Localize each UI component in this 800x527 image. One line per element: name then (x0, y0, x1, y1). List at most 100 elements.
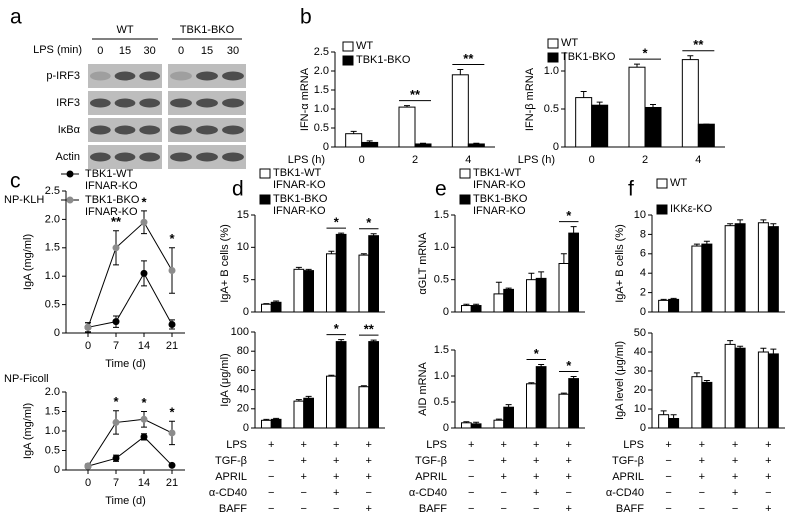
condition-sign: − (501, 487, 507, 499)
bar (358, 386, 370, 429)
condition-sign: − (699, 487, 705, 499)
condition-sign: + (301, 439, 307, 451)
marker (112, 418, 120, 426)
group-label: WT (116, 24, 133, 36)
significance: * (169, 231, 175, 246)
error-bar (495, 281, 502, 294)
marker (168, 461, 176, 469)
bar (757, 351, 769, 429)
bar (628, 66, 646, 148)
marker (140, 415, 148, 423)
error-bar (370, 233, 377, 236)
error-bar (580, 91, 587, 98)
marker (140, 218, 148, 226)
error-bar (693, 243, 700, 247)
error-bar (457, 68, 464, 75)
condition-sign: + (566, 503, 572, 515)
bar (658, 414, 670, 429)
error-bar (596, 101, 603, 106)
error-bar (505, 287, 512, 290)
error-bar (703, 380, 710, 383)
condition-label: BAFF (219, 503, 247, 515)
bar (558, 263, 570, 313)
condition-label: BAFF (419, 503, 447, 515)
significance: * (566, 358, 572, 373)
condition-sign: − (333, 503, 339, 515)
bar (591, 104, 609, 148)
band-label: IRF3 (56, 97, 80, 109)
band-label: IκBα (58, 124, 81, 136)
y-axis-label: αGLT mRNA (417, 232, 429, 295)
bar (293, 268, 305, 313)
legend-swatch (656, 178, 668, 189)
panel-label: e (435, 178, 447, 201)
legend-label: TBK1-WT IFNAR-KO (473, 167, 526, 191)
series-line (87, 221, 173, 328)
bar (701, 381, 713, 429)
legend-label: IKKε-KO (670, 203, 713, 215)
lane-label: 30 (227, 45, 239, 57)
blot-band (114, 71, 136, 81)
error-bar (693, 372, 700, 377)
blot-band (170, 71, 192, 81)
condition-sign: − (699, 503, 705, 515)
y-tick-label: 1.0 (434, 370, 449, 382)
y-tick-label: 1.5 (45, 405, 60, 417)
bar (261, 419, 272, 429)
marker (140, 269, 148, 277)
lane-label: 15 (201, 45, 213, 57)
y-tick-label: 0 (243, 422, 249, 434)
blot-band (222, 98, 244, 108)
bar (414, 143, 432, 148)
y-tick-label: 50 (634, 327, 646, 339)
condition-label: TGF-β (215, 455, 247, 467)
condition-label: APRIL (415, 471, 447, 483)
legend-label: WT (356, 40, 374, 52)
legend-label: TBK1-BKO IFNAR-KO (273, 193, 328, 217)
x-tick-label: 0 (85, 477, 91, 489)
marker (112, 244, 120, 252)
blot-band (222, 125, 244, 135)
y-tick-label: 0.5 (45, 444, 60, 456)
y-tick-label: 20 (237, 403, 249, 415)
bar (303, 397, 314, 429)
y-tick-label: 6 (640, 248, 646, 260)
error-bar (670, 414, 677, 419)
error-bar (263, 303, 270, 305)
condition-sign: − (533, 503, 539, 515)
condition-sign: + (732, 471, 738, 483)
error-bar (687, 55, 694, 60)
error-bar (328, 374, 335, 377)
significance: * (534, 346, 540, 361)
bar (526, 279, 537, 313)
legend-swatch (656, 204, 668, 215)
legend-label-box: TBK1-WT IFNAR-KO (473, 167, 526, 191)
y-tick-label: 0.5 (314, 122, 329, 134)
y-tick-label: 2.0 (314, 65, 329, 77)
bar (326, 253, 337, 313)
legend-swatch (259, 168, 271, 179)
error-bar (420, 142, 426, 144)
y-tick-label: 0 (553, 141, 559, 153)
condition-sign: + (366, 471, 372, 483)
y-tick-label: 80 (237, 345, 249, 357)
bar (724, 343, 736, 429)
legend-label-box: TBK1-WT IFNAR-KO (273, 167, 326, 191)
error-bar (473, 303, 480, 306)
condition-sign: + (533, 439, 539, 451)
error-bar (660, 298, 667, 301)
error-bar (338, 232, 345, 235)
error-bar (538, 271, 545, 279)
condition-sign: − (268, 487, 274, 499)
legend-label: TBK1-WT IFNAR-KO (85, 168, 138, 192)
error-bar (570, 226, 577, 234)
bar (368, 235, 379, 313)
legend-swatch (459, 168, 471, 179)
error-bar (770, 348, 777, 354)
lane-label: 15 (119, 45, 131, 57)
bar (558, 393, 570, 429)
y-tick-label: 2.5 (314, 46, 329, 58)
error-bar (295, 266, 302, 270)
panel-label: d (232, 178, 244, 201)
bar (261, 303, 272, 313)
